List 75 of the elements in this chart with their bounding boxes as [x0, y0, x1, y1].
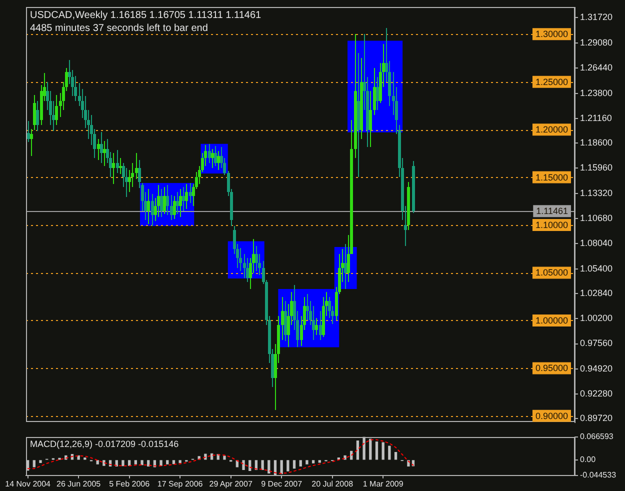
bar: [268, 460, 270, 474]
bar: [394, 452, 398, 460]
ref-line-label: 1.11461: [536, 206, 568, 216]
y-tick-label: 1.21160: [580, 112, 612, 123]
ref-line-label: 1.00000: [535, 315, 568, 326]
y-tick-label: 1.13320: [580, 188, 613, 198]
y-tick-label: 0.89720: [580, 413, 613, 424]
bar: [261, 460, 264, 470]
chart-title: MACD(12,26,9) -0.017209 -0.015146: [30, 438, 179, 449]
x-tick-label: 29 Apr 2007: [209, 479, 253, 488]
bar: [172, 460, 176, 464]
bar: [344, 455, 346, 460]
bar: [204, 454, 207, 460]
x-tick-label: 5 Feb 2006: [109, 479, 150, 488]
y-tick-label: 1.18600: [580, 137, 613, 148]
bar: [306, 460, 308, 464]
bar: [299, 460, 302, 467]
y-tick-label: 0.92280: [580, 388, 613, 399]
chart-title: USDCAD,Weekly 1.16185 1.16705 1.11311 1.11461: [30, 10, 262, 22]
bar: [388, 446, 391, 460]
x-tick-label: 1 Mar 2009: [362, 479, 404, 488]
bar: [160, 460, 162, 466]
bar: [77, 455, 80, 460]
line-series: [27, 439, 414, 474]
y-tick-label: 1.02840: [580, 288, 613, 298]
y-tick-label: 0.066593: [580, 432, 614, 442]
ref-line-label: 1.30000: [535, 29, 568, 40]
bar: [147, 460, 150, 467]
x-tick-label: 9 Dec 2007: [261, 479, 303, 488]
y-tick-label: 0.97560: [580, 338, 613, 348]
bar: [356, 440, 360, 460]
y-tick-label: 1.23800: [580, 88, 613, 98]
x-tick-label: 17 Sep 2006: [157, 479, 204, 488]
y-tick-label: -0.044533: [580, 470, 617, 480]
ref-line-label: 0.90000: [535, 410, 568, 421]
bar: [140, 460, 144, 466]
x-tick-label: 20 Jul 2008: [312, 479, 354, 488]
bar: [39, 460, 42, 464]
y-tick-label: 1.15960: [580, 162, 613, 173]
y-tick-label: 0.94920: [580, 363, 613, 374]
y-tick-label: 1.08040: [580, 238, 613, 248]
bar: [382, 442, 384, 460]
bar: [242, 460, 245, 470]
bar: [312, 460, 315, 464]
ref-line-label: 1.25000: [535, 76, 568, 87]
ref-line-label: 0.95000: [535, 363, 568, 374]
ref-line-label: 1.10000: [535, 220, 568, 230]
ref-line-label: 1.15000: [535, 172, 568, 182]
candlestick: [119, 158, 122, 174]
ref-line-label: 1.20000: [535, 124, 568, 135]
x-tick-label: 14 Nov 2004: [5, 479, 52, 488]
bar: [292, 460, 296, 469]
bar: [32, 460, 36, 468]
bar: [248, 460, 252, 472]
bar: [128, 460, 131, 466]
y-tick-label: 1.31720: [580, 12, 613, 22]
bar: [178, 460, 182, 464]
y-tick-label: 1.10680: [580, 213, 613, 224]
y-tick-label: 1.00200: [580, 313, 613, 324]
bar: [210, 453, 214, 460]
bar: [286, 460, 290, 472]
y-tick-label: 0.00: [580, 455, 596, 464]
y-tick-label: 1.26440: [580, 62, 613, 73]
bar: [134, 460, 137, 464]
text: 4485 minutes 37 seconds left to bar end: [30, 23, 208, 34]
bar: [166, 460, 169, 464]
bar: [223, 456, 226, 460]
bar: [122, 460, 124, 466]
bar: [96, 460, 99, 464]
bar: [375, 442, 378, 460]
y-tick-label: 1.05400: [580, 263, 613, 274]
x-tick-label: 26 Jun 2005: [56, 479, 102, 488]
ref-line-label: 1.05000: [535, 268, 568, 278]
y-tick-label: 1.29080: [580, 37, 613, 48]
bar: [102, 460, 106, 466]
